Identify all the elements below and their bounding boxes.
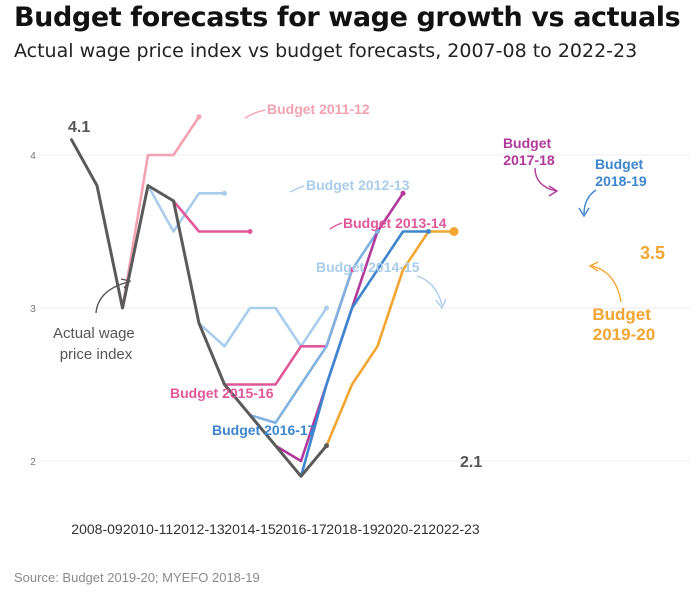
endpoint-budget-2019-20 bbox=[449, 227, 459, 236]
label-budget-2012-13: Budget 2012-13 bbox=[306, 177, 410, 193]
label-budget-2019-20: Budget 2019-20 bbox=[592, 305, 655, 344]
y-tick-label-2: 2 bbox=[30, 457, 36, 468]
label-budget-2018-19-line2: 2018-19 bbox=[595, 173, 647, 189]
arrow-2013 bbox=[329, 222, 343, 230]
arrow-2019 bbox=[591, 265, 622, 303]
label-actual-wage-line1: Actual wage bbox=[53, 325, 135, 342]
x-tick-label-2012-13: 2012-13 bbox=[173, 521, 225, 537]
x-tick-label-2020-21: 2020-21 bbox=[377, 521, 429, 537]
x-tick-label-2010-11: 2010-11 bbox=[123, 521, 174, 537]
label-forecast-end: 3.5 bbox=[640, 243, 665, 263]
label-budget-2013-14: Budget 2013-14 bbox=[343, 215, 447, 231]
label-budget-2016-17: Budget 2016-17 bbox=[212, 422, 316, 438]
arrow-2014 bbox=[416, 275, 443, 306]
endpoint-budget-2015-16 bbox=[349, 267, 355, 273]
label-budget-2018-19-line1: Budget bbox=[595, 156, 644, 172]
label-budget-2011-12: Budget 2011-12 bbox=[267, 101, 370, 117]
x-tick-label-2008-09: 2008-09 bbox=[71, 521, 123, 537]
arrow-2012 bbox=[289, 185, 305, 193]
label-actual-start: 4.1 bbox=[68, 119, 90, 136]
label-budget-2019-20-line1: Budget bbox=[592, 305, 651, 324]
endpoint-budget-2017-18 bbox=[400, 190, 406, 196]
label-actual-wage-line2: price index bbox=[60, 346, 133, 363]
arrow-2017 bbox=[534, 167, 557, 192]
x-tick-label-2022-23: 2022-23 bbox=[428, 521, 480, 537]
chart-title: Budget forecasts for wage growth vs actu… bbox=[14, 2, 681, 33]
arrowhead-2014 bbox=[435, 298, 447, 310]
series-line-budget-2014-15 bbox=[197, 306, 328, 348]
arrowhead-2018 bbox=[578, 207, 590, 218]
label-budget-2014-15: Budget 2014-15 bbox=[316, 259, 420, 275]
series-line-actual-wage-price-index bbox=[70, 138, 328, 478]
chart-subtitle: Actual wage price index vs budget foreca… bbox=[14, 40, 638, 62]
series-line-budget-2011-12 bbox=[121, 115, 201, 310]
endpoint-budget-2011-12 bbox=[196, 114, 202, 120]
endpoint-budget-2012-13 bbox=[222, 190, 227, 196]
series-line-budget-2013-14 bbox=[172, 199, 252, 233]
series-line-budget-2012-13 bbox=[146, 184, 226, 233]
annotation-arrows bbox=[95, 109, 622, 314]
label-budget-2017-18-line2: 2017-18 bbox=[503, 152, 555, 168]
arrowhead-actual bbox=[120, 278, 132, 289]
label-actual-wage: Actual wage price index bbox=[53, 325, 139, 363]
label-budget-2017-18-line1: Budget bbox=[503, 135, 552, 151]
endpoint-budget-2016-17 bbox=[375, 229, 380, 234]
label-budget-2018-19: Budget 2018-19 bbox=[595, 156, 647, 189]
y-axis-ticks: 2 3 4 bbox=[30, 151, 36, 468]
label-budget-2017-18: Budget 2017-18 bbox=[503, 135, 555, 168]
series-line-budget-2018-19 bbox=[299, 230, 430, 478]
arrow-actual bbox=[95, 281, 129, 314]
arrowhead-2019 bbox=[588, 261, 599, 272]
endpoint-actual-wage-price-index bbox=[324, 443, 329, 449]
arrow-2011 bbox=[244, 109, 266, 119]
arrowhead-2017 bbox=[548, 185, 559, 197]
source-note: Source: Budget 2019-20; MYEFO 2018-19 bbox=[14, 570, 260, 585]
series-lines bbox=[70, 115, 456, 478]
series-line-budget-2016-17 bbox=[248, 230, 379, 425]
x-tick-label-2014-15: 2014-15 bbox=[224, 521, 276, 537]
label-budget-2019-20-line2: 2019-20 bbox=[593, 325, 655, 344]
endpoint-budget-2014-15 bbox=[324, 305, 329, 311]
endpoint-budget-2013-14 bbox=[247, 229, 253, 234]
label-budget-2015-16: Budget 2015-16 bbox=[170, 385, 274, 401]
series-markers bbox=[196, 114, 459, 449]
label-actual-end: 2.1 bbox=[460, 454, 482, 471]
x-tick-label-2016-17: 2016-17 bbox=[275, 521, 327, 537]
y-tick-label-3: 3 bbox=[30, 304, 36, 315]
arrow-2018 bbox=[583, 189, 597, 215]
x-tick-label-2018-19: 2018-19 bbox=[326, 521, 378, 537]
y-tick-label-4: 4 bbox=[30, 151, 36, 162]
x-axis-ticks: 2008-09 2010-11 2012-13 2014-15 2016-17 2018-… bbox=[71, 521, 480, 537]
annotation-labels: 4.1 2.1 3.5 Budget 2011-12 Budget 2012-1… bbox=[53, 101, 665, 471]
series-line-budget-2019-20 bbox=[325, 230, 456, 447]
endpoint-budget-2018-19 bbox=[426, 229, 431, 234]
